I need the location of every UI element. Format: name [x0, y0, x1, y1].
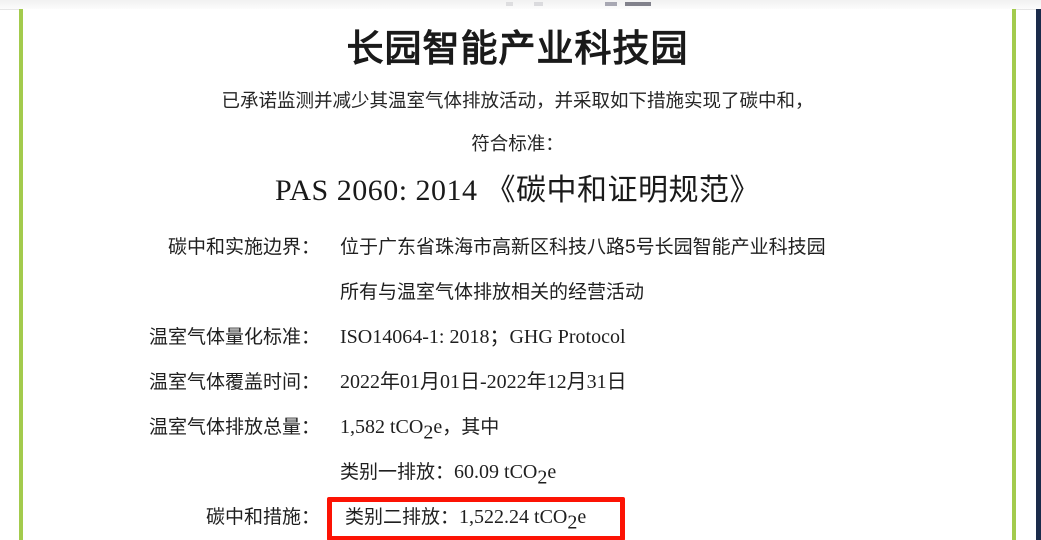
row-value: 所有与温室气体排放相关的经营活动: [340, 282, 645, 303]
row-value: 位于广东省珠海市高新区科技八路5号长园智能产业科技园: [340, 237, 826, 258]
row-value-unit-suffix: e: [433, 416, 443, 438]
row-value-unit-prefix: tCO: [499, 461, 538, 483]
table-row-highlighted: 碳中和措施： 类别二排放：1,522.24 tCO2e: [23, 495, 1012, 540]
row-value-number: 1,522.24: [459, 506, 530, 528]
page-border-right-green: [1012, 9, 1016, 540]
toolbar-fragment-3: [605, 2, 617, 6]
toolbar-fragment-4: [625, 2, 651, 6]
table-row: 温室气体量化标准： ISO14064-1: 2018；GHG Protocol: [23, 315, 1012, 360]
clipped-next-line-text: [23, 536, 1012, 540]
detail-rows: 碳中和实施边界： 位于广东省珠海市高新区科技八路5号长园智能产业科技园 所有与温…: [23, 225, 1012, 540]
table-row: 类别一排放：60.09 tCO2e: [23, 450, 1012, 495]
row-value-number: 60.09: [454, 461, 500, 483]
row-value-unit-prefix: tCO: [385, 416, 424, 438]
row-value-unit-subscript: 2: [537, 466, 548, 489]
table-row: 温室气体排放总量： 1,582 tCO2e，其中: [23, 405, 1012, 450]
right-edge-panel: [1036, 9, 1041, 540]
row-value-unit-subscript: 2: [423, 421, 434, 444]
page-border-left-green: [19, 9, 23, 540]
certificate-sheet: 长园智能产业科技园 已承诺监测并减少其温室气体排放活动，并采取如下措施实现了碳中…: [23, 9, 1012, 540]
row-value-unit-suffix: e: [547, 461, 557, 483]
row-value-unit-prefix: tCO: [529, 506, 568, 528]
row-label: 温室气体覆盖时间：: [148, 372, 320, 393]
toolbar-fragment-2: [534, 2, 543, 6]
row-label: 温室气体排放总量：: [148, 417, 320, 438]
statement-line-1: 已承诺监测并减少其温室气体排放活动，并采取如下措施实现了碳中和，: [221, 90, 814, 111]
clipped-next-line: [23, 536, 1012, 540]
row-value-prefix: 类别一排放：: [340, 462, 455, 483]
row-value-prefix: 类别二排放：: [345, 507, 460, 528]
row-label: 碳中和措施：: [205, 507, 320, 528]
row-label: 温室气体量化标准：: [148, 327, 320, 348]
row-value: 类别一排放：60.09 tCO2e: [340, 450, 556, 495]
row-value: 2022年01月01日-2022年12月31日: [340, 371, 627, 393]
table-row: 所有与温室气体排放相关的经营活动: [23, 270, 1012, 315]
toolbar-fragment-1: [506, 2, 513, 6]
standard-reference: PAS 2060: 2014 《碳中和证明规范》: [274, 174, 761, 207]
row-value-number: 1,582: [340, 416, 385, 438]
table-row: 温室气体覆盖时间： 2022年01月01日-2022年12月31日: [23, 360, 1012, 405]
row-value: 1,582 tCO2e，其中: [340, 405, 499, 450]
row-label: 碳中和实施边界：: [167, 237, 320, 258]
statement-line-2: 符合标准：: [471, 133, 564, 154]
row-value: ISO14064-1: 2018；GHG Protocol: [340, 326, 626, 348]
red-annotation-box: [327, 497, 625, 540]
row-value: 类别二排放：1,522.24 tCO2e: [345, 495, 586, 540]
row-value-trailing-text: ，其中: [442, 417, 500, 438]
row-value-unit-suffix: e: [577, 506, 587, 528]
row-value-unit-subscript: 2: [567, 511, 578, 534]
page-title: 长园智能产业科技园: [346, 28, 689, 69]
table-row: 碳中和实施边界： 位于广东省珠海市高新区科技八路5号长园智能产业科技园: [23, 225, 1012, 270]
